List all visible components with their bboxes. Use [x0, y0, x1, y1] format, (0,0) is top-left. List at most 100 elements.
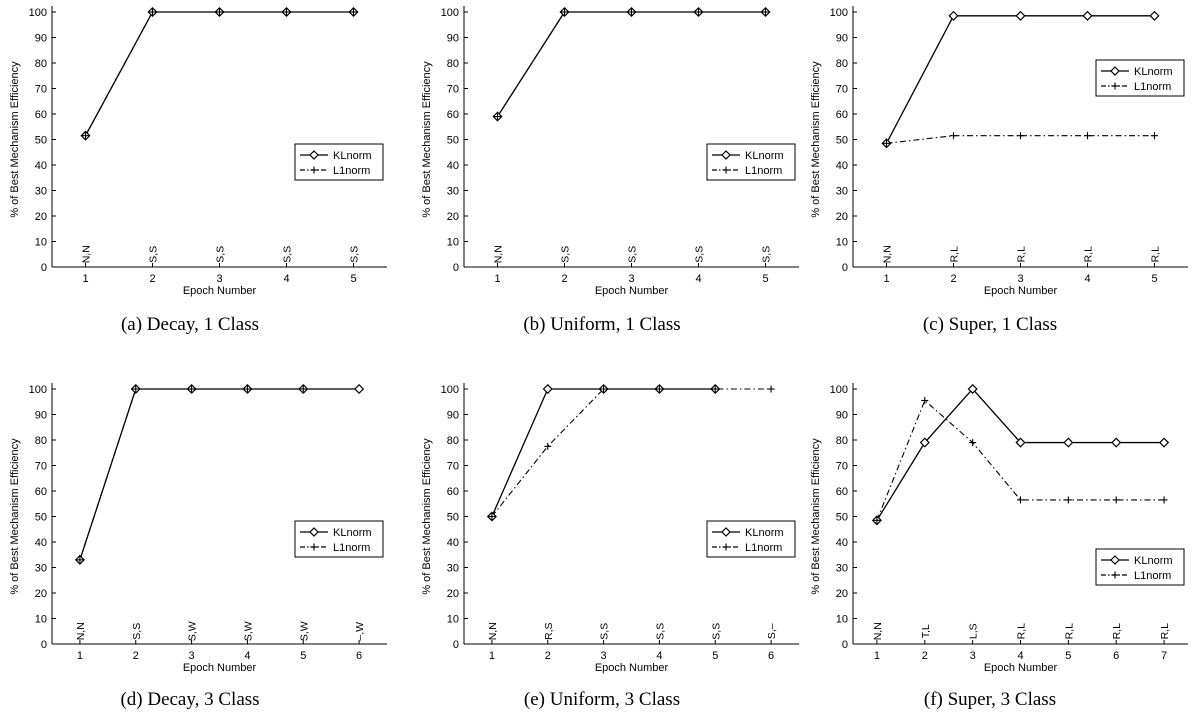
- x-tick-label: 2: [149, 273, 155, 285]
- y-tick-label: 50: [447, 512, 459, 524]
- y-tick-label: 30: [35, 186, 47, 198]
- y-tick-label: 0: [41, 639, 47, 651]
- data-point-klnorm: [1111, 437, 1122, 448]
- x-tick-label: 2: [133, 650, 139, 662]
- legend-box: [294, 143, 384, 181]
- y-axis-title: % of Best Mechanism Efficiency: [421, 438, 433, 595]
- y-tick-label: 30: [447, 186, 459, 198]
- data-point-l1norm: [695, 8, 702, 16]
- y-tick-label: 20: [447, 211, 459, 223]
- x-tick-label: 5: [762, 273, 768, 285]
- x-tick-label: 5: [300, 650, 306, 662]
- y-tick-label: 60: [447, 109, 459, 121]
- x-tick-label: 4: [656, 650, 662, 662]
- y-tick-label: 80: [35, 58, 47, 70]
- y-tick-label: 10: [35, 237, 47, 249]
- data-point-l1norm: [561, 8, 568, 16]
- x-tick-label: 2: [922, 650, 928, 662]
- series-line-l1norm: [79, 388, 304, 561]
- y-tick-label: 100: [29, 384, 47, 396]
- x-tick-label: 3: [970, 650, 976, 662]
- x-tick-label: 5: [350, 273, 356, 285]
- y-axis-title: % of Best Mechanism Efficiency: [9, 61, 21, 218]
- data-point-l1norm: [132, 385, 140, 393]
- y-tick-label: 60: [836, 109, 848, 121]
- legend: KLnorm L1norm: [1095, 548, 1185, 586]
- x-tick-label: 1: [489, 650, 495, 662]
- x-tick-label: 6: [356, 650, 362, 662]
- y-tick-label: 20: [35, 211, 47, 223]
- legend-label: L1norm: [333, 542, 370, 554]
- y-tick-label: 0: [842, 262, 848, 274]
- data-point-klnorm: [354, 383, 365, 395]
- x-axis-title: Epoch Number: [984, 285, 1058, 297]
- x-tick-label: 1: [494, 273, 500, 285]
- y-tick-label: 0: [842, 639, 848, 651]
- x-tick-label: 6: [768, 650, 774, 662]
- legend: KLnorm L1norm: [294, 520, 384, 558]
- point-label: R,L: [1016, 623, 1028, 640]
- x-tick-label: 3: [601, 650, 607, 662]
- legend-marker: [1111, 571, 1119, 579]
- legend-label: KLnorm: [745, 150, 784, 162]
- y-tick-label: 80: [836, 58, 848, 70]
- y-tick-label: 100: [29, 7, 47, 19]
- legend-marker: [722, 166, 730, 174]
- x-tick-label: 5: [712, 650, 718, 662]
- y-tick-label: 30: [35, 563, 47, 575]
- legend-marker: [1110, 66, 1120, 76]
- y-tick-label: 60: [447, 486, 459, 498]
- y-tick-label: 80: [836, 435, 848, 447]
- x-tick-label: 2: [545, 650, 551, 662]
- data-point-klnorm: [967, 383, 978, 395]
- point-label: L,S: [968, 623, 980, 639]
- y-tick-label: 20: [836, 588, 848, 600]
- legend-marker: [721, 150, 731, 160]
- point-label: S,W: [187, 621, 199, 641]
- y-tick-label: 60: [35, 109, 47, 121]
- y-axis-title: % of Best Mechanism Efficiency: [421, 61, 433, 218]
- point-label: R,L: [1016, 246, 1028, 263]
- x-tick-label: 3: [1017, 273, 1023, 285]
- x-tick-label: 7: [1161, 650, 1167, 662]
- y-tick-label: 100: [830, 384, 848, 396]
- legend: KLnorm L1norm: [1095, 59, 1185, 97]
- caption: (a) Decay, 1 Class: [121, 314, 259, 335]
- y-tick-label: 100: [441, 384, 459, 396]
- point-label: R,L: [1083, 246, 1095, 263]
- y-tick-label: 90: [836, 33, 848, 45]
- data-point-l1norm: [544, 442, 552, 450]
- y-tick-label: 40: [35, 537, 47, 549]
- y-tick-label: 70: [35, 461, 47, 473]
- subplot-f: 0 10 20 30 40 50 60 70 80 90 100 1 2 3 4 5 6 7 Epoch Numbe…: [810, 383, 1188, 674]
- y-axis-title: % of Best Mechanism Efficiency: [810, 61, 822, 218]
- series-line-l1norm: [85, 11, 354, 136]
- data-point-l1norm: [488, 513, 496, 520]
- point-label: S,S: [148, 246, 160, 263]
- x-tick-label: 3: [189, 650, 195, 662]
- legend-label: KLnorm: [745, 527, 784, 539]
- y-tick-label: 50: [35, 135, 47, 147]
- point-label: R,S: [543, 622, 555, 640]
- legend-marker: [1111, 82, 1119, 90]
- x-tick-label: 1: [883, 273, 889, 285]
- data-point-l1norm: [82, 132, 89, 140]
- point-label: R,L: [1063, 623, 1075, 640]
- y-tick-label: 90: [35, 410, 47, 422]
- y-tick-label: 80: [447, 58, 459, 70]
- legend-box: [706, 143, 796, 181]
- data-point-klnorm: [1149, 10, 1160, 21]
- series-line-l1norm: [886, 135, 1155, 144]
- legend-label: KLnorm: [333, 150, 372, 162]
- legend: KLnorm L1norm: [706, 143, 796, 181]
- y-axis-title: % of Best Mechanism Efficiency: [9, 438, 21, 595]
- y-tick-label: 40: [447, 537, 459, 549]
- y-tick-label: 50: [836, 135, 848, 147]
- x-tick-label: 1: [82, 273, 88, 285]
- data-point-l1norm: [628, 8, 635, 16]
- y-tick-label: 70: [447, 84, 459, 96]
- y-tick-label: 90: [447, 33, 459, 45]
- x-tick-label: 1: [77, 650, 83, 662]
- y-tick-label: 0: [41, 262, 47, 274]
